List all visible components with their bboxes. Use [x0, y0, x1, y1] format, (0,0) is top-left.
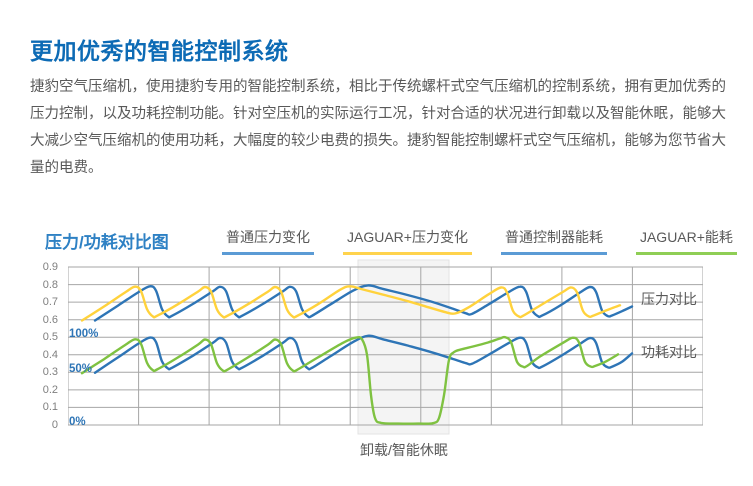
legend-item: JAGUAR+压力变化	[343, 227, 472, 255]
series-group-label: 功耗对比	[641, 344, 697, 361]
chart-title: 压力/功耗对比图	[45, 233, 169, 252]
y-axis-tick: 0.5	[42, 331, 58, 344]
series-line-3	[80, 335, 620, 425]
y-axis-tick: 0.1	[42, 401, 58, 414]
comparison-chart-plot	[68, 259, 703, 435]
percent-label: 0%	[69, 416, 86, 428]
sleep-band	[357, 259, 450, 435]
y-axis-tick: 0.2	[42, 383, 58, 396]
y-axis-tick: 0	[51, 419, 58, 431]
page-title: 更加优秀的智能控制系统	[30, 38, 289, 64]
y-axis-tick: 0.3	[42, 366, 58, 379]
percent-label: 50%	[69, 363, 93, 376]
y-axis-tick: 0.7	[42, 296, 58, 309]
legend-item-label: 普通控制器能耗	[504, 229, 603, 245]
legend-item: 普通压力变化	[222, 227, 314, 255]
sleep-band-label: 卸载/智能休眠	[360, 442, 448, 458]
y-axis-tick: 0.8	[42, 278, 58, 291]
y-axis-tick: 0.9	[42, 261, 58, 273]
chart-legend: 普通压力变化 JAGUAR+压力变化 普通控制器能耗 JAGUAR+能耗	[222, 227, 737, 255]
series-group-label: 压力对比	[641, 290, 697, 307]
legend-item: 普通控制器能耗	[500, 227, 607, 255]
intro-paragraph: 捷豹空气压缩机，使用捷豹专用的智能控制系统，相比于传统螺杆式空气压缩机的控制系统…	[30, 79, 726, 176]
legend-item: JAGUAR+能耗	[635, 227, 737, 255]
y-axis-tick: 0.4	[42, 348, 58, 361]
series-line-0	[93, 284, 634, 322]
legend-item-label: JAGUAR+压力变化	[347, 229, 468, 245]
legend-item-label: 普通压力变化	[226, 229, 310, 245]
y-axis-tick: 0.6	[42, 313, 58, 326]
series-line-2	[93, 334, 634, 374]
legend-item-label: JAGUAR+能耗	[639, 229, 733, 245]
percent-label: 100%	[69, 328, 99, 341]
series-line-1	[80, 285, 622, 322]
